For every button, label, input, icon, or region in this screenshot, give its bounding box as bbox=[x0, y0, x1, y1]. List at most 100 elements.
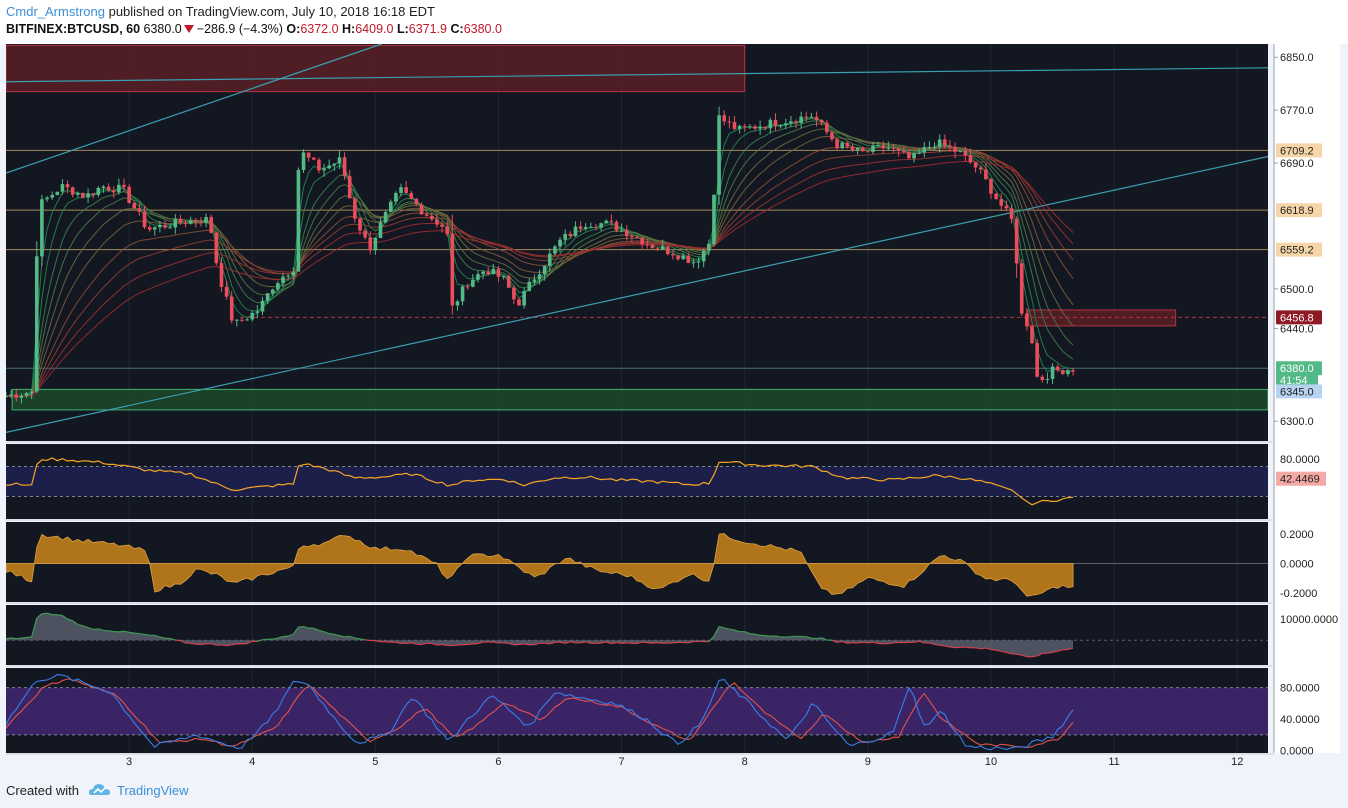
candle bbox=[224, 286, 229, 297]
price-label-text: 41:54 bbox=[1280, 375, 1308, 387]
volume-line-seg bbox=[918, 640, 925, 644]
candle bbox=[712, 194, 716, 244]
candle bbox=[183, 222, 188, 224]
candle bbox=[29, 391, 34, 394]
volume-line-seg bbox=[1052, 650, 1058, 653]
volume-line-seg bbox=[292, 626, 299, 635]
volume-line-seg bbox=[11, 637, 17, 640]
candle bbox=[455, 301, 460, 306]
candle bbox=[809, 116, 814, 118]
momentum-pane bbox=[6, 522, 1268, 602]
candle bbox=[558, 239, 562, 247]
volume-line-seg bbox=[200, 643, 207, 646]
candle bbox=[394, 192, 398, 202]
candle bbox=[404, 187, 408, 194]
trendline bbox=[6, 67, 1268, 83]
y-tick-label: 6770.0 bbox=[1280, 105, 1314, 117]
candle bbox=[994, 193, 998, 200]
candle bbox=[435, 219, 439, 225]
author-link[interactable]: Cmdr_Armstrong bbox=[6, 4, 105, 19]
candle bbox=[671, 254, 675, 256]
candle bbox=[645, 244, 650, 246]
symbol-label[interactable]: BITFINEX:BTCUSD, 60 bbox=[6, 22, 141, 36]
candle bbox=[676, 255, 680, 260]
volume-line-seg bbox=[734, 629, 740, 633]
candle bbox=[1025, 313, 1029, 327]
tradingview-link[interactable]: TradingView bbox=[117, 783, 189, 798]
candle bbox=[835, 139, 839, 149]
trendline bbox=[6, 155, 1268, 433]
candle bbox=[368, 237, 373, 251]
close-label: C: bbox=[450, 22, 464, 36]
candle bbox=[209, 217, 213, 233]
volume-line-seg bbox=[421, 642, 427, 646]
candle bbox=[553, 246, 557, 254]
candle bbox=[686, 255, 691, 263]
stoch-y-tick-label: 40.0000 bbox=[1280, 714, 1320, 726]
volume-line-seg bbox=[842, 640, 848, 644]
volume-line-seg bbox=[939, 644, 945, 647]
volume-line-seg bbox=[452, 644, 458, 647]
candle bbox=[14, 394, 19, 398]
stoch-y-tick-label: 0.0000 bbox=[1280, 746, 1314, 758]
candle bbox=[655, 248, 660, 250]
volume-line-seg bbox=[1006, 651, 1012, 655]
volume-line-seg bbox=[287, 633, 294, 637]
volume-line-seg bbox=[334, 633, 340, 637]
volume-line-seg bbox=[503, 642, 509, 645]
candle bbox=[199, 221, 203, 224]
candle bbox=[96, 187, 101, 195]
x-tick-label: 8 bbox=[742, 756, 748, 768]
candle bbox=[312, 157, 316, 160]
candle bbox=[825, 122, 829, 133]
candle bbox=[722, 115, 727, 122]
candle bbox=[830, 132, 834, 140]
volume-line-seg bbox=[1021, 654, 1028, 658]
x-tick-label: 7 bbox=[619, 756, 625, 768]
price-change: −286.9 (−4.3%) bbox=[196, 22, 283, 36]
volume-line-seg bbox=[611, 641, 617, 645]
candle bbox=[214, 232, 219, 264]
candle bbox=[1066, 370, 1070, 375]
price-axis bbox=[1274, 44, 1340, 753]
clipRsi-group bbox=[6, 457, 1268, 506]
volume-line-seg bbox=[713, 626, 720, 637]
volume-line-seg bbox=[831, 639, 838, 643]
volume-line-seg bbox=[36, 613, 43, 619]
volume-line-seg bbox=[570, 641, 576, 644]
close-value: 6380.0 bbox=[463, 22, 502, 36]
momentum-y-tick-label: 0.0000 bbox=[1280, 558, 1314, 570]
candle bbox=[1061, 370, 1065, 375]
y-tick-label: 6300.0 bbox=[1280, 416, 1314, 428]
stoch-k-line bbox=[6, 674, 1074, 751]
candle bbox=[117, 184, 121, 193]
candle bbox=[922, 147, 927, 153]
footer: Created with TradingView bbox=[0, 772, 1348, 808]
candle bbox=[943, 139, 947, 146]
volume-line-seg bbox=[303, 625, 309, 629]
candle bbox=[614, 221, 619, 231]
y-tick-label: 6690.0 bbox=[1280, 158, 1314, 170]
candle bbox=[70, 187, 75, 195]
volume-line-seg bbox=[913, 640, 920, 643]
volume-line-seg bbox=[585, 641, 591, 644]
candle bbox=[917, 152, 921, 154]
volume-line-seg bbox=[1057, 649, 1063, 652]
candle bbox=[276, 283, 280, 290]
candle bbox=[758, 126, 762, 129]
candle bbox=[737, 125, 742, 129]
rsi-line bbox=[6, 457, 1074, 506]
candle bbox=[281, 276, 285, 284]
candle bbox=[122, 184, 126, 187]
candle bbox=[430, 215, 434, 220]
y-tick-label: 6850.0 bbox=[1280, 52, 1314, 64]
candle bbox=[1019, 263, 1024, 314]
candle bbox=[332, 163, 337, 166]
volume-line-seg bbox=[867, 641, 874, 644]
volume-line-seg bbox=[672, 641, 679, 644]
volume-line-seg bbox=[108, 630, 114, 633]
x-tick-label: 12 bbox=[1231, 756, 1243, 768]
volume-line-seg bbox=[21, 636, 27, 639]
chart-canvas[interactable]: 3 4 5 6 7 8 9 10 11 12 6850.0 6770.0 6690.0 6500.0 644… bbox=[0, 44, 1348, 772]
candle bbox=[881, 145, 886, 149]
